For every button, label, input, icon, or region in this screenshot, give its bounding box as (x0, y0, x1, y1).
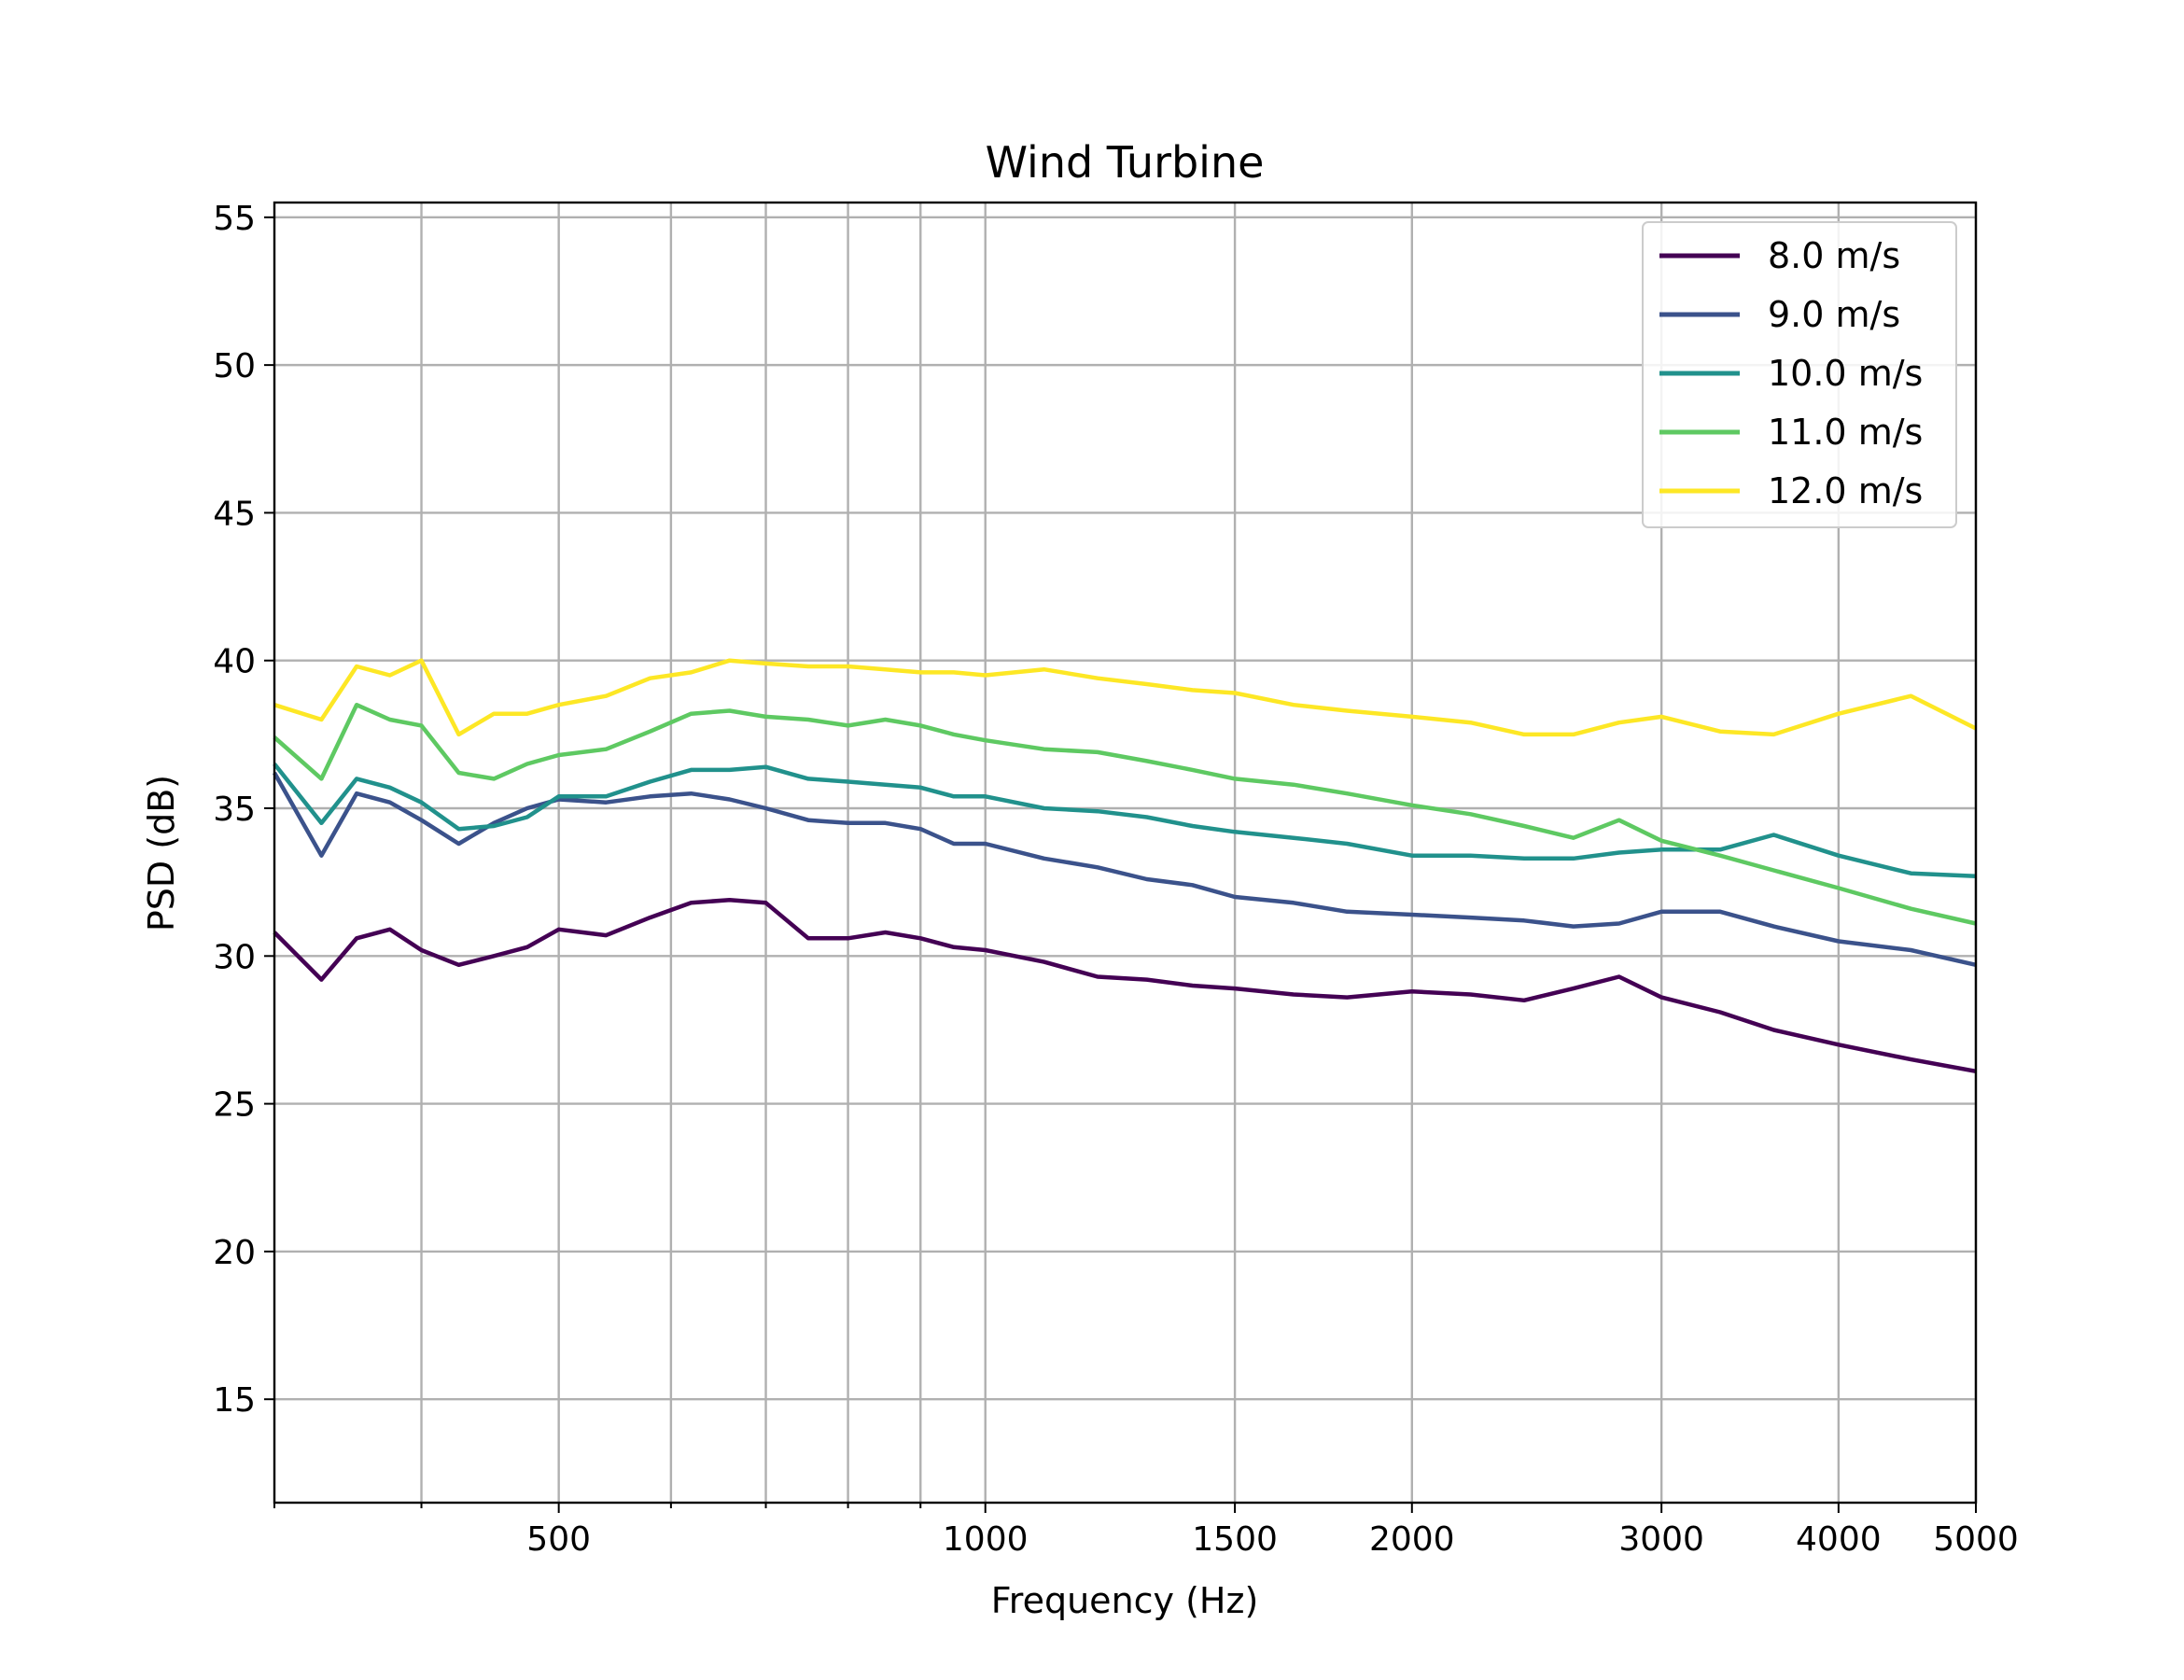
legend-label: 11.0 m/s (1768, 412, 1923, 453)
series-line-1 (273, 897, 1977, 1074)
ticks-layer: 500 1000 1500 2000 3000 4000 5000 15 20 25 30 35 40 4… (213, 200, 2019, 1559)
series-line-5 (273, 658, 1978, 737)
series-line-4 (273, 702, 1977, 926)
x-tick-label: 1500 (1192, 1520, 1278, 1559)
legend: 8.0 m/s 9.0 m/s 10.0 m/s 11.0 m/s 12.0 m/s (1642, 221, 1957, 528)
y-tick-label: 40 (213, 643, 256, 681)
y-tick-label: 45 (213, 495, 256, 533)
chart-title: Wind Turbine (986, 137, 1265, 188)
x-tick-label: 4000 (1796, 1520, 1882, 1559)
y-tick-label: 15 (213, 1381, 256, 1420)
y-tick-label: 25 (213, 1086, 256, 1125)
y-tick-label: 35 (213, 791, 256, 829)
y-tick-label: 20 (213, 1234, 256, 1272)
series-layer (273, 658, 1978, 1074)
legend-label: 9.0 m/s (1768, 294, 1900, 335)
x-tick-label: 5000 (1933, 1520, 2019, 1559)
y-axis-label: PSD (dB) (141, 775, 182, 931)
series-line-2 (273, 771, 1977, 967)
legend-box (1642, 221, 1957, 528)
legend-label: 10.0 m/s (1768, 353, 1923, 394)
plot-frame (273, 201, 1978, 1505)
legend-label: 12.0 m/s (1768, 470, 1923, 511)
x-axis-label: Frequency (Hz) (991, 1580, 1259, 1621)
x-tick-label: 1000 (943, 1520, 1029, 1559)
x-tick-label: 500 (526, 1520, 591, 1559)
legend-label: 8.0 m/s (1768, 235, 1900, 276)
x-tick-label: 3000 (1618, 1520, 1704, 1559)
y-tick-label: 55 (213, 200, 256, 238)
series-line-3 (273, 763, 1977, 879)
y-tick-label: 30 (213, 938, 256, 976)
x-tick-label: 2000 (1369, 1520, 1455, 1559)
y-tick-label: 50 (213, 347, 256, 385)
